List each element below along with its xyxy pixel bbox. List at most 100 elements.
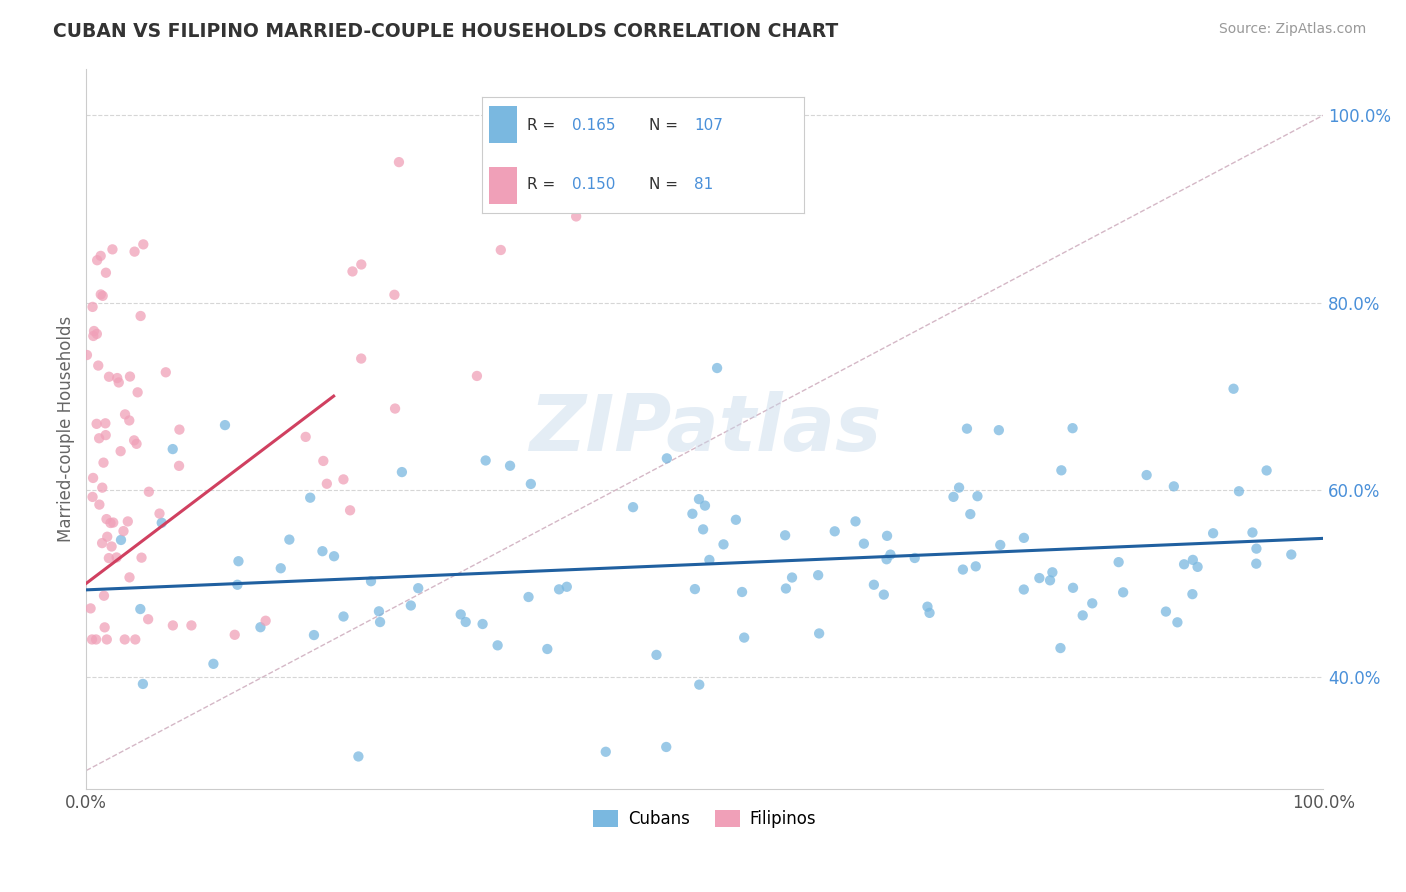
Point	[406, 581, 429, 595]
Point	[278, 533, 301, 547]
Point	[84, 632, 107, 647]
Point	[645, 648, 668, 662]
Point	[489, 243, 512, 257]
Point	[94, 417, 117, 431]
Point	[952, 563, 974, 577]
Point	[360, 574, 382, 589]
Point	[91, 289, 114, 303]
Point	[1222, 382, 1244, 396]
Point	[96, 512, 118, 526]
Point	[465, 368, 488, 383]
Point	[1256, 463, 1278, 477]
Point	[302, 628, 325, 642]
Point	[863, 578, 886, 592]
Point	[956, 422, 979, 436]
Point	[254, 614, 277, 628]
Point	[688, 492, 710, 507]
Point	[1154, 605, 1177, 619]
Point	[965, 559, 987, 574]
Point	[655, 739, 678, 754]
Point	[384, 401, 406, 416]
Text: Source: ZipAtlas.com: Source: ZipAtlas.com	[1219, 22, 1367, 37]
Point	[124, 244, 146, 259]
Point	[350, 351, 373, 366]
Point	[873, 588, 896, 602]
Point	[110, 533, 132, 547]
Point	[699, 553, 721, 567]
Point	[904, 551, 927, 566]
Point	[681, 507, 703, 521]
Point	[554, 155, 576, 169]
Point	[1040, 566, 1063, 580]
Point	[731, 585, 754, 599]
Point	[517, 590, 540, 604]
Point	[1049, 641, 1071, 656]
Point	[339, 503, 361, 517]
Y-axis label: Married-couple Households: Married-couple Households	[58, 316, 75, 542]
Point	[98, 369, 121, 384]
Point	[1136, 468, 1159, 483]
Point	[775, 582, 797, 596]
Point	[90, 287, 112, 301]
Point	[966, 489, 988, 503]
Point	[89, 498, 111, 512]
Point	[87, 359, 110, 373]
Point	[82, 329, 104, 343]
Point	[520, 477, 543, 491]
Point	[180, 618, 202, 632]
Point	[959, 507, 981, 521]
Point	[350, 258, 373, 272]
Point	[93, 620, 115, 634]
Point	[162, 618, 184, 632]
Point	[683, 582, 706, 596]
Point	[1279, 548, 1302, 562]
Point	[724, 513, 747, 527]
Point	[471, 617, 494, 632]
Point	[384, 287, 406, 301]
Point	[299, 491, 322, 505]
Text: CUBAN VS FILIPINO MARRIED-COUPLE HOUSEHOLDS CORRELATION CHART: CUBAN VS FILIPINO MARRIED-COUPLE HOUSEHO…	[53, 22, 838, 41]
Point	[79, 601, 101, 615]
Point	[391, 465, 413, 479]
Point	[97, 551, 120, 566]
Point	[988, 538, 1011, 552]
Point	[548, 582, 571, 597]
Point	[692, 522, 714, 536]
Point	[90, 249, 112, 263]
Point	[450, 607, 472, 622]
Point	[347, 749, 370, 764]
Point	[132, 237, 155, 252]
Point	[91, 536, 114, 550]
Point	[89, 431, 111, 445]
Point	[96, 632, 118, 647]
Point	[693, 499, 716, 513]
Point	[86, 253, 108, 268]
Point	[136, 612, 159, 626]
Point	[824, 524, 846, 539]
Point	[82, 471, 104, 485]
Point	[107, 376, 129, 390]
Point	[155, 365, 177, 379]
Point	[82, 300, 104, 314]
Point	[1081, 596, 1104, 610]
Point	[1181, 587, 1204, 601]
Point	[162, 442, 184, 456]
Point	[1012, 531, 1035, 545]
Point	[86, 326, 108, 341]
Point	[1187, 560, 1209, 574]
Point	[368, 615, 391, 629]
Point	[713, 537, 735, 551]
Point	[879, 548, 901, 562]
Point	[129, 602, 152, 616]
Point	[773, 528, 796, 542]
Point	[118, 369, 141, 384]
Point	[124, 632, 146, 647]
Point	[118, 413, 141, 427]
Point	[852, 536, 875, 550]
Point	[486, 638, 509, 652]
Point	[454, 615, 477, 629]
Point	[93, 589, 115, 603]
Point	[96, 530, 118, 544]
Point	[522, 155, 544, 169]
Point	[169, 423, 191, 437]
